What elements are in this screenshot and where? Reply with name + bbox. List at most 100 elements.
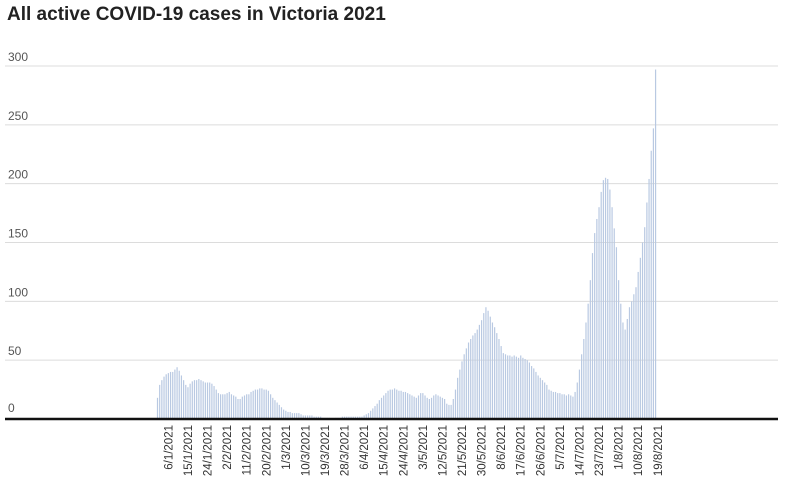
- x-tick-label: 10/8/2021: [633, 425, 645, 476]
- bar: [278, 404, 280, 419]
- bar: [274, 400, 276, 419]
- bar: [267, 390, 270, 419]
- bar: [526, 360, 528, 419]
- bar: [387, 390, 389, 419]
- bar: [241, 396, 243, 419]
- gridlines: [5, 65, 778, 361]
- bar: [256, 389, 259, 419]
- y-tick-label: 0: [8, 401, 15, 415]
- bar: [380, 397, 383, 419]
- bar: [167, 373, 169, 419]
- bar: [528, 362, 531, 419]
- bar: [189, 383, 191, 419]
- bar: [259, 388, 261, 419]
- bar: [176, 367, 178, 419]
- bar: [196, 380, 198, 419]
- bar: [161, 380, 163, 419]
- bar: [539, 377, 541, 419]
- bar: [578, 369, 581, 419]
- bar: [548, 389, 550, 419]
- bar: [422, 393, 424, 419]
- bar: [641, 242, 644, 419]
- bar: [300, 414, 302, 419]
- bar: [296, 413, 298, 419]
- bar: [411, 395, 413, 419]
- bar: [446, 403, 448, 419]
- bar: [483, 313, 485, 419]
- bar: [507, 355, 509, 419]
- bar: [367, 413, 370, 419]
- x-tick-label: 3/5/2021: [418, 425, 430, 470]
- y-tick-label: 250: [8, 109, 28, 123]
- bar: [400, 390, 402, 419]
- x-tick-label: 23/7/2021: [594, 425, 606, 476]
- bar: [472, 335, 474, 419]
- bar: [511, 356, 513, 419]
- bar: [215, 389, 217, 419]
- bar: [550, 390, 552, 419]
- bar: [611, 207, 613, 419]
- bar: [298, 413, 300, 419]
- bar: [467, 342, 470, 419]
- bar: [637, 271, 639, 419]
- bar: [280, 407, 283, 419]
- bar: [520, 355, 522, 419]
- bar: [383, 395, 385, 419]
- bar: [293, 413, 296, 419]
- bar: [596, 218, 598, 419]
- bar: [487, 310, 489, 419]
- bar: [217, 393, 219, 419]
- y-tick-label: 300: [8, 50, 28, 64]
- bar: [591, 253, 594, 419]
- bar: [457, 377, 459, 419]
- bar: [465, 348, 467, 419]
- bar: [602, 180, 604, 419]
- x-tick-label: 15/1/2021: [183, 425, 195, 476]
- bar: [433, 395, 435, 419]
- bar: [635, 287, 637, 419]
- bar: [541, 380, 544, 419]
- bar: [291, 413, 293, 419]
- bar: [198, 378, 200, 419]
- y-axis-tick-labels: 0 50 100 150 200 250 300: [8, 50, 28, 415]
- bar: [417, 395, 420, 419]
- bar: [474, 333, 476, 419]
- bar: [537, 375, 539, 419]
- bar: [567, 394, 570, 419]
- bar: [513, 355, 515, 419]
- bar: [283, 409, 285, 419]
- bar: [498, 338, 500, 419]
- bar: [420, 393, 422, 419]
- x-tick-label: 5/7/2021: [555, 425, 567, 470]
- bar: [654, 69, 657, 419]
- bar: [226, 393, 228, 419]
- bar: [219, 394, 222, 419]
- bar: [209, 382, 211, 419]
- bar: [570, 395, 572, 419]
- bar: [204, 382, 206, 419]
- bar: [485, 307, 487, 419]
- y-tick-label: 200: [8, 168, 28, 182]
- bar: [311, 415, 313, 419]
- x-tick-label: 21/5/2021: [457, 425, 469, 476]
- y-tick-label: 150: [8, 227, 28, 241]
- x-tick-label: 8/6/2021: [496, 425, 508, 470]
- x-tick-label: 6/4/2021: [359, 425, 371, 470]
- bar: [430, 397, 433, 419]
- bar: [461, 361, 463, 419]
- bar: [628, 307, 631, 419]
- bar: [174, 369, 176, 419]
- bar: [385, 393, 387, 419]
- bar: [285, 410, 287, 419]
- bar: [248, 394, 250, 419]
- bar: [163, 376, 165, 419]
- x-tick-label: 30/5/2021: [477, 425, 489, 476]
- bar: [546, 384, 548, 419]
- x-tick-label: 1/8/2021: [614, 425, 626, 470]
- bar: [544, 382, 546, 419]
- bar: [304, 415, 306, 419]
- bar: [402, 391, 404, 419]
- bar: [202, 381, 204, 419]
- bar: [618, 280, 620, 419]
- bar: [496, 333, 498, 419]
